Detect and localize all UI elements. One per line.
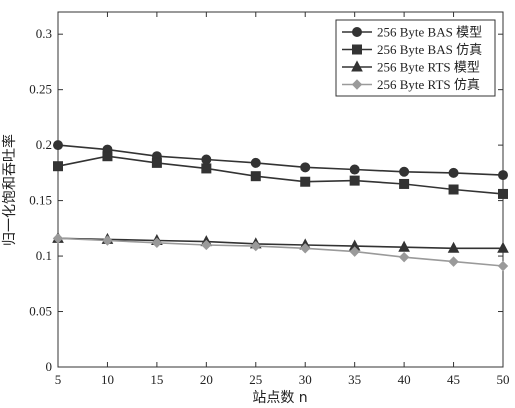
legend-marker (352, 44, 362, 55)
x-tick-label: 30 (299, 372, 312, 387)
data-point (448, 256, 459, 267)
legend-item: 256 Byte RTS 模型 (342, 60, 480, 75)
x-tick-label: 45 (447, 372, 460, 387)
legend-marker (352, 27, 362, 37)
data-point (497, 260, 509, 272)
y-tick-label: 0.05 (29, 304, 52, 319)
data-point (398, 251, 410, 263)
legend-label: 256 Byte BAS 仿真 (377, 42, 482, 57)
x-tick-label: 25 (249, 372, 262, 387)
data-point (250, 171, 261, 182)
data-point (300, 243, 311, 254)
legend-label: 256 Byte RTS 模型 (377, 60, 480, 75)
data-point (102, 235, 113, 246)
data-point (300, 162, 311, 173)
x-tick-label: 50 (497, 372, 510, 387)
data-point (399, 178, 410, 189)
series-line (57, 237, 504, 267)
x-tick-label: 40 (398, 372, 411, 387)
data-point (399, 166, 410, 177)
y-axis-label: 归一化饱和吞吐率 (1, 134, 18, 246)
series-4 (52, 233, 509, 272)
data-point (250, 157, 261, 168)
x-tick-label: 20 (200, 372, 213, 387)
x-axis: 5 10 15 20 25 30 35 40 45 50 (55, 12, 510, 387)
series-1 (53, 140, 508, 181)
data-point (497, 241, 509, 253)
legend: 256 Byte BAS 模型 256 Byte BAS 仿真 256 Byte R… (335, 19, 496, 97)
data-point (52, 233, 64, 244)
data-point (498, 170, 508, 181)
y-tick-label: 0.25 (29, 82, 52, 97)
data-point (498, 188, 508, 199)
data-point (300, 176, 311, 187)
x-tick-label: 5 (55, 372, 62, 387)
y-tick-label: 0.15 (29, 193, 52, 208)
series-line (57, 237, 503, 250)
legend-item: 256 Byte RTS 仿真 (342, 77, 480, 92)
data-point (448, 184, 459, 195)
y-tick-label: 0 (46, 359, 53, 374)
y-tick-label: 0.3 (36, 26, 52, 41)
legend-marker (351, 79, 363, 90)
series-line (57, 144, 504, 176)
series-line (57, 155, 504, 195)
series-2 (53, 151, 508, 199)
data-point (349, 246, 360, 257)
data-point (201, 239, 212, 251)
data-point (151, 157, 162, 168)
x-tick-label: 35 (348, 372, 361, 387)
data-point (349, 164, 360, 175)
data-point (151, 237, 163, 248)
data-point (250, 240, 261, 252)
series-layer (52, 140, 509, 272)
x-tick-label: 10 (101, 372, 114, 387)
data-point (349, 175, 360, 186)
data-point (102, 151, 113, 162)
data-point (53, 161, 63, 172)
y-tick-label: 0.2 (36, 137, 52, 152)
data-point (201, 163, 212, 174)
legend-item: 256 Byte BAS 模型 (342, 25, 482, 40)
x-axis-label: 站点数 n (252, 390, 307, 406)
legend-label: 256 Byte BAS 模型 (377, 25, 482, 40)
data-point (448, 167, 459, 178)
y-axis: 0 0.05 0.1 0.15 0.2 0.25 0.3 (29, 26, 503, 374)
y-tick-label: 0.1 (36, 248, 52, 263)
legend-label: 256 Byte RTS 仿真 (377, 77, 480, 92)
x-tick-label: 15 (150, 372, 163, 387)
legend-item: 256 Byte BAS 仿真 (342, 42, 482, 57)
data-point (447, 241, 460, 253)
data-point (53, 140, 63, 151)
data-point (398, 240, 410, 252)
legend-marker (351, 60, 363, 72)
data-point (201, 154, 212, 165)
